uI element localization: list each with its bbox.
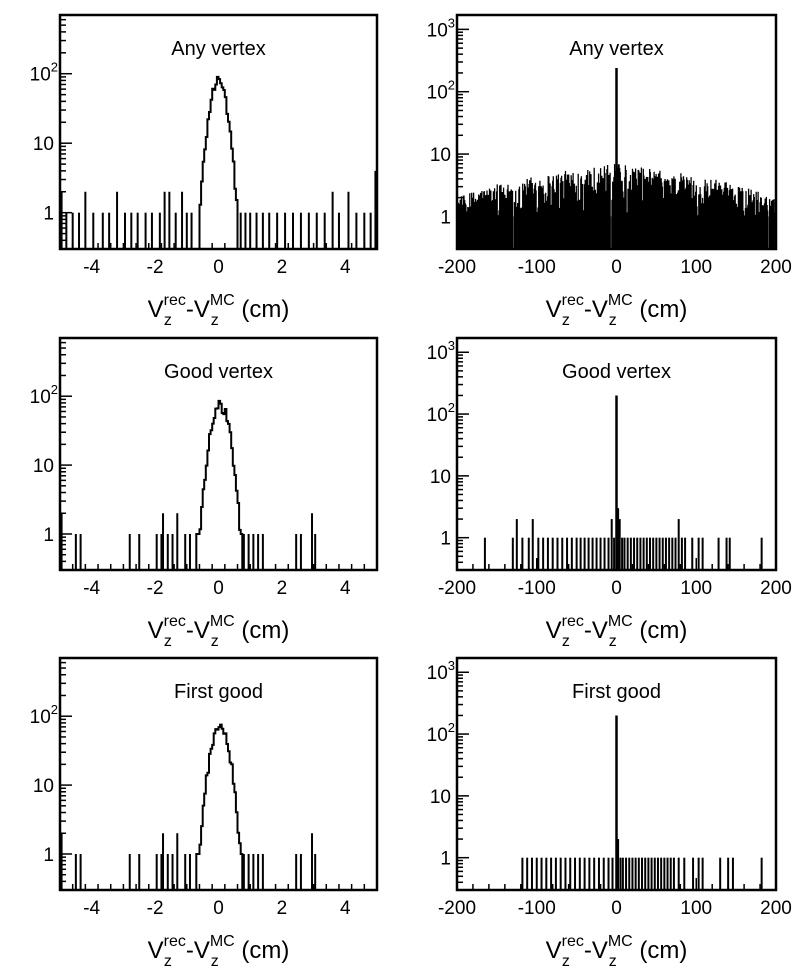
panel-2-x-tick-label: -200 — [438, 257, 476, 278]
panel-5-y-tick-label: 102 — [30, 702, 58, 728]
panel-2-y-axis: 1 10 102 103 — [427, 15, 469, 250]
panel-2-x-axis-title: Vrec z -VMC z (cm) — [546, 292, 688, 329]
panel-4: -200 -100 0 100 200 1 10 102 103 Good vertex Vrec z… — [427, 336, 792, 650]
panel-6-title: First good — [572, 681, 661, 703]
panel-3-frame — [58, 336, 379, 572]
panel-1-y-tick-label: 10 — [33, 134, 54, 155]
panel-1-y-axis: 1 10 102 — [30, 14, 72, 250]
panel-6-x-tick-label: -100 — [518, 898, 556, 919]
panel-1-title: Any vertex — [171, 38, 265, 60]
panel-5-title: First good — [174, 681, 263, 703]
panel-5-y-axis: 1 10 102 — [30, 657, 72, 891]
panel-4-x-tick-label: -200 — [438, 578, 476, 599]
panel-3-y-tick-label: 1 — [43, 525, 54, 546]
panel-4-x-axis: -200 -100 0 100 200 — [438, 558, 792, 599]
panel-6-x-tick-label: 100 — [680, 898, 712, 919]
panel-6-y-tick-label: 103 — [427, 658, 455, 684]
panel-6-x-axis-title: Vrec z -VMC z (cm) — [546, 933, 688, 970]
panel-4-x-axis-title: Vrec z -VMC z (cm) — [546, 613, 688, 650]
panel-3-x-tick-label: 2 — [277, 578, 288, 599]
panel-6-y-tick-label: 10 — [430, 787, 451, 808]
panel-2: -200 -100 0 100 200 1 10 102 103 Any vertex Vrec z -… — [427, 13, 792, 329]
panel-6-y-axis: 1 10 102 103 — [427, 658, 469, 891]
panel-3-y-tick-label: 10 — [33, 456, 54, 477]
panel-2-plot-area — [457, 68, 776, 249]
panel-5-x-axis-title: Vrec z -VMC z (cm) — [148, 933, 290, 970]
panel-6: -200 -100 0 100 200 1 10 102 103 First good Vrec z -… — [427, 656, 792, 970]
panel-4-x-tick-label: 200 — [760, 578, 792, 599]
panel-1-x-tick-label: 4 — [340, 257, 351, 278]
panel-6-spikes — [521, 839, 763, 890]
panel-1: -4 -2 0 2 4 1 10 102 Any vertex Vrec z -VMC z (cm) — [30, 13, 379, 329]
panel-5-spikes — [60, 833, 317, 890]
panel-4-spikes — [483, 508, 763, 570]
panel-3-x-tick-label: 0 — [213, 578, 224, 599]
panel-5-x-tick-label: -4 — [83, 898, 100, 919]
panel-3-x-axis-title: Vrec z -VMC z (cm) — [148, 613, 290, 650]
panel-2-y-tick-label: 102 — [427, 78, 455, 104]
panel-2-x-axis: -200 -100 0 100 200 — [438, 237, 792, 278]
panel-6-x-axis: -200 -100 0 100 200 — [438, 878, 792, 919]
panel-5-x-axis: -4 -2 0 2 4 — [59, 884, 378, 919]
panel-1-y-tick-label: 1 — [43, 204, 54, 225]
panel-1-x-tick-label: 2 — [277, 257, 288, 278]
panel-5-peak — [195, 723, 244, 890]
panel-2-title: Any vertex — [569, 38, 663, 60]
panel-4-plot-area — [483, 395, 763, 570]
panel-4-y-tick-label: 103 — [427, 338, 455, 364]
panel-2-x-tick-label: 100 — [680, 257, 712, 278]
panel-5-y-tick-label: 10 — [33, 776, 54, 797]
panel-1-peak — [198, 75, 239, 249]
panel-4-x-tick-label: -100 — [518, 578, 556, 599]
panel-3-spikes — [60, 513, 317, 570]
panel-5-x-tick-label: -2 — [147, 898, 164, 919]
panel-1-x-tick-label: 0 — [213, 257, 224, 278]
panel-1-x-axis-title: Vrec z -VMC z (cm) — [148, 292, 290, 329]
panel-4-title: Good vertex — [562, 361, 671, 383]
panel-2-x-tick-label: 0 — [611, 257, 622, 278]
panel-6-y-tick-label: 102 — [427, 720, 455, 746]
panel-1-plot-area — [60, 75, 377, 249]
panel-3-x-tick-label: 4 — [340, 578, 351, 599]
panel-2-x-tick-label: -100 — [518, 257, 556, 278]
panel-3-x-tick-label: -2 — [147, 578, 164, 599]
panel-1-y-tick-label: 102 — [30, 60, 58, 86]
panel-5-x-tick-label: 2 — [277, 898, 288, 919]
panel-5-x-tick-label: 0 — [213, 898, 224, 919]
panel-1-x-tick-label: -2 — [147, 257, 164, 278]
panel-2-y-tick-label: 1 — [440, 207, 451, 228]
panel-3-x-axis: -4 -2 0 2 4 — [59, 564, 378, 599]
panel-3-peak — [195, 399, 244, 570]
panel-2-y-tick-label: 103 — [427, 15, 455, 41]
panel-3-plot-area — [60, 399, 317, 570]
panel-5-x-tick-label: 4 — [340, 898, 351, 919]
panel-3-x-tick-label: -4 — [83, 578, 100, 599]
panel-2-y-tick-label: 10 — [430, 145, 451, 166]
panel-4-y-tick-label: 102 — [427, 400, 455, 426]
panel-1-spikes — [60, 170, 377, 249]
panel-4-y-axis: 1 10 102 103 — [427, 338, 469, 571]
panel-3-title: Good vertex — [164, 361, 273, 383]
panel-3: -4 -2 0 2 4 1 10 102 Good vertex Vrec z -VMC z (cm) — [30, 336, 379, 650]
panel-6-x-tick-label: 200 — [760, 898, 792, 919]
panel-1-x-axis: -4 -2 0 2 4 — [59, 243, 378, 278]
panel-4-x-tick-label: 0 — [611, 578, 622, 599]
panel-5: -4 -2 0 2 4 1 10 102 First good Vrec z -VMC z (cm) — [30, 656, 379, 970]
panel-3-y-axis: 1 10 102 — [30, 337, 72, 571]
panel-6-x-tick-label: -200 — [438, 898, 476, 919]
panel-2-x-tick-label: 200 — [760, 257, 792, 278]
panel-5-plot-area — [60, 723, 317, 890]
panel-6-x-tick-label: 0 — [611, 898, 622, 919]
panel-5-y-tick-label: 1 — [43, 845, 54, 866]
panel-4-y-tick-label: 1 — [440, 529, 451, 550]
panel-3-y-tick-label: 102 — [30, 382, 58, 408]
panel-6-plot-area — [521, 715, 763, 890]
panel-1-frame — [58, 13, 379, 251]
panel-5-frame — [58, 656, 379, 892]
panel-4-x-tick-label: 100 — [680, 578, 712, 599]
panel-4-y-tick-label: 10 — [430, 467, 451, 488]
panel-1-x-tick-label: -4 — [83, 257, 100, 278]
panel-6-y-tick-label: 1 — [440, 849, 451, 870]
